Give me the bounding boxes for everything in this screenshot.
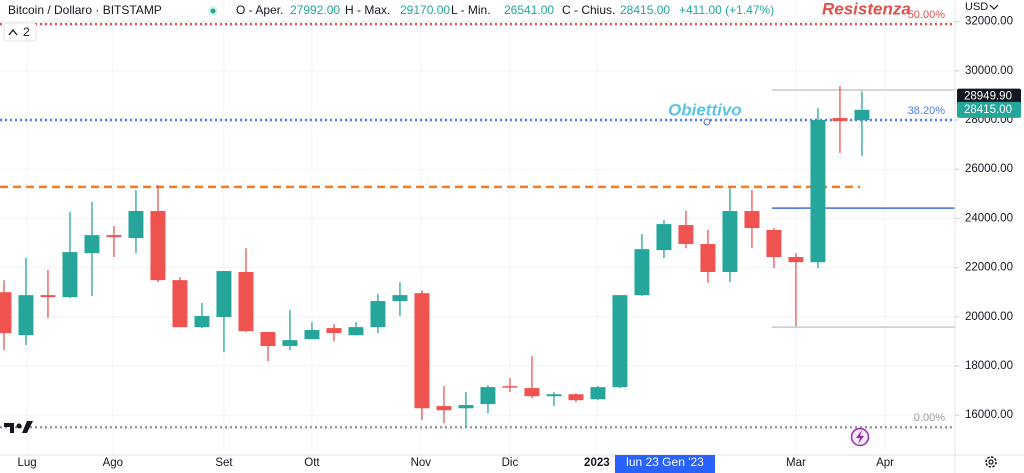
- candle-body: [854, 109, 870, 121]
- y-tick-label: 26000.00: [965, 163, 1013, 175]
- axes: 16000.00 18000.00 20000.00 22000.00 24000.00…: [17, 16, 1021, 469]
- indicator-count: 2: [23, 25, 30, 39]
- change-value: +411.00 (+1.47%): [679, 3, 774, 17]
- candle-body: [810, 120, 826, 263]
- candle-body: [216, 271, 232, 318]
- candle-body: [304, 330, 320, 340]
- candle-body: [414, 293, 430, 409]
- candle-body: [238, 272, 254, 332]
- y-tick-label: 20000.00: [965, 311, 1013, 323]
- anchor-point: [703, 118, 711, 126]
- grid: [0, 0, 955, 455]
- y-tick-label: 24000.00: [965, 212, 1013, 224]
- candle-body: [128, 211, 144, 239]
- candle-body: [700, 243, 716, 273]
- fib-level-label: 38.20%: [908, 105, 946, 117]
- y-tick-label: 30000.00: [965, 65, 1013, 77]
- candle-body: [612, 295, 628, 388]
- candle-body: [546, 394, 562, 397]
- x-tick-label: Dic: [502, 457, 519, 469]
- low-value: 26541.00: [504, 3, 554, 17]
- high-label: H - Max.: [345, 3, 390, 17]
- alert-icon[interactable]: [850, 427, 870, 447]
- crosshair-date: lun 23 Gen '23: [626, 455, 704, 469]
- candle-body: [502, 386, 518, 388]
- indicator-toggle[interactable]: 2: [3, 22, 37, 42]
- x-tick-label: 2023: [584, 457, 610, 469]
- currency-menu[interactable]: USD: [965, 1, 999, 13]
- candle-body: [722, 211, 738, 273]
- candle-body: [0, 292, 12, 334]
- x-tick-label: Apr: [876, 457, 894, 469]
- candle-body: [172, 280, 188, 328]
- x-tick-label: Mar: [786, 457, 806, 469]
- fib-level-label: 0.00%: [914, 412, 945, 424]
- y-tick-label: 16000.00: [965, 409, 1013, 421]
- candle-body: [766, 229, 782, 258]
- candle-body: [282, 340, 298, 347]
- candle-body: [480, 387, 496, 405]
- candle-body: [392, 295, 408, 302]
- status-dot: [210, 8, 216, 14]
- x-tick-label: Nov: [411, 457, 432, 469]
- candle-body: [524, 388, 540, 397]
- candle-body: [194, 316, 210, 328]
- close-label: C - Chius.: [562, 3, 615, 17]
- candle-body: [260, 332, 276, 347]
- price-badge: [957, 101, 1021, 118]
- open-label: O - Aper.: [236, 3, 283, 17]
- levels: 50.00% 38.20% 0.00%: [0, 9, 955, 429]
- candle-body: [84, 235, 100, 254]
- candle-body: [788, 257, 804, 263]
- y-tick-label: 18000.00: [965, 360, 1013, 372]
- low-label: L - Min.: [451, 3, 491, 17]
- x-tick-label: Lug: [17, 457, 36, 469]
- candles: [0, 86, 870, 428]
- candle-body: [436, 406, 452, 411]
- target-annotation: Obiettivo: [668, 100, 742, 119]
- candle-body: [590, 387, 606, 400]
- chart-title: Bitcoin / Dollaro · BITSTAMP: [8, 3, 162, 17]
- candle-body: [656, 224, 672, 251]
- candle-body: [678, 225, 694, 244]
- x-tick-label: Set: [215, 457, 233, 469]
- tradingview-logo: [4, 421, 33, 433]
- candle-body: [458, 405, 474, 409]
- price-badge: [957, 88, 1021, 105]
- candle-body: [634, 249, 650, 296]
- candle-body: [150, 211, 166, 281]
- y-tick-label: 22000.00: [965, 262, 1013, 274]
- currency: USD: [965, 1, 988, 13]
- candle-body: [326, 328, 342, 334]
- settings-icon[interactable]: [985, 456, 997, 468]
- x-tick-label: Ago: [103, 457, 123, 469]
- candle-body: [370, 301, 386, 328]
- price-badge-label: 28415.00: [964, 104, 1012, 116]
- y-tick-label: 32000.00: [965, 16, 1013, 28]
- open-value: 27992.00: [290, 3, 340, 17]
- candle-body: [348, 327, 364, 336]
- fib-level-label: 50.00%: [908, 9, 946, 21]
- crosshair-date-bg: [615, 455, 715, 473]
- candle-body: [40, 295, 56, 298]
- candle-body: [18, 295, 34, 336]
- high-value: 29170.00: [400, 3, 450, 17]
- candle-body: [832, 118, 848, 122]
- candle-body: [106, 235, 122, 238]
- candle-body: [744, 211, 760, 228]
- resistance-annotation: Resistenza: [822, 0, 911, 18]
- candle-body: [568, 394, 584, 401]
- close-value: 28415.00: [620, 3, 670, 17]
- x-tick-label: Ott: [304, 457, 320, 469]
- candle-body: [62, 252, 78, 298]
- price-badge-label: 28949.90: [964, 91, 1012, 103]
